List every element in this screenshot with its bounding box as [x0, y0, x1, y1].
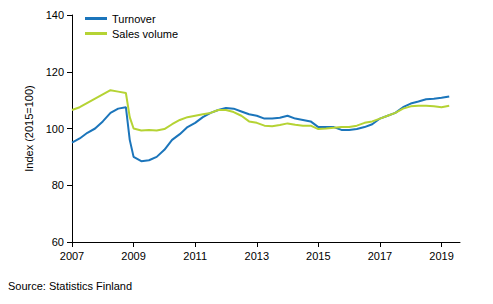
svg-text:100: 100 [46, 123, 64, 135]
svg-text:Source: Statistics Finland: Source: Statistics Finland [8, 280, 132, 292]
svg-text:120: 120 [46, 66, 64, 78]
svg-text:140: 140 [46, 9, 64, 21]
svg-text:80: 80 [52, 179, 64, 191]
svg-text:Sales volume: Sales volume [112, 28, 178, 40]
svg-text:2009: 2009 [121, 250, 145, 262]
svg-text:Turnover: Turnover [112, 13, 156, 25]
svg-text:2019: 2019 [429, 250, 453, 262]
svg-text:Index (2015=100): Index (2015=100) [23, 85, 35, 172]
svg-text:2011: 2011 [183, 250, 207, 262]
svg-text:60: 60 [52, 236, 64, 248]
svg-text:2013: 2013 [245, 250, 269, 262]
svg-text:2015: 2015 [306, 250, 330, 262]
svg-text:2007: 2007 [60, 250, 84, 262]
svg-text:2017: 2017 [368, 250, 392, 262]
